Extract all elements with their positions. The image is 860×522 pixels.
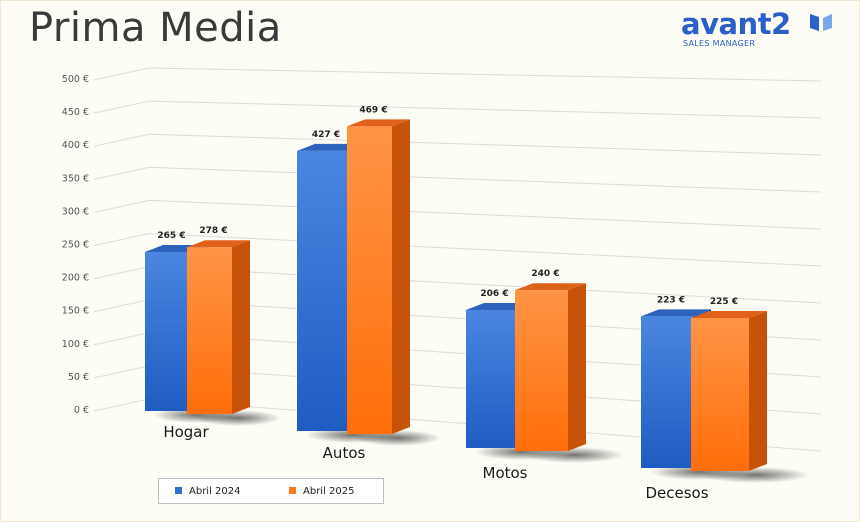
brand-logo: avant2 SALES MANAGER	[677, 7, 837, 53]
bar-series-1-2-value-label: 206 €	[480, 289, 508, 299]
gridline	[148, 133, 822, 156]
x-category-label: Motos	[483, 464, 528, 482]
logo-tagline: SALES MANAGER	[683, 39, 756, 48]
gridline	[148, 100, 822, 119]
legend-swatch-series-1	[175, 487, 182, 494]
legend-label-series-2: Abril 2025	[303, 486, 355, 497]
gridline-left	[93, 67, 150, 81]
gridline	[148, 166, 822, 193]
legend-label-series-1: Abril 2024	[189, 486, 241, 497]
y-tick-label: 250 €	[62, 240, 89, 251]
gridline-left	[93, 266, 150, 280]
bar-series-2-1-top	[347, 119, 410, 127]
bar-series-2-0	[187, 247, 232, 414]
y-tick-label: 150 €	[62, 306, 89, 317]
bar-series-2-3-value-label: 225 €	[710, 297, 738, 307]
gridline	[148, 199, 822, 230]
legend-item-series-2: Abril 2025	[289, 486, 354, 497]
bar-series-2-1-value-label: 469 €	[359, 105, 387, 115]
logo-mark-icon	[810, 14, 832, 31]
gridline	[148, 67, 822, 82]
bar-series-2-1	[347, 126, 392, 434]
x-category-label: Autos	[323, 444, 366, 462]
bar-series-2-0-value-label: 278 €	[199, 226, 227, 236]
y-tick-label: 100 €	[62, 339, 89, 350]
y-tick-label: 400 €	[62, 140, 89, 151]
gridline	[148, 266, 822, 304]
bar-series-1-3	[641, 316, 693, 468]
bar-series-1-0	[145, 252, 190, 411]
gridline-left	[93, 166, 150, 180]
legend-item-series-1: Abril 2024	[175, 486, 240, 497]
chart-legend: Abril 2024 Abril 2025	[158, 478, 384, 504]
bar-series-2-2-top	[515, 283, 586, 291]
bar-series-2-1-side	[392, 119, 410, 434]
y-tick-label: 200 €	[62, 273, 89, 284]
y-tick-label: 0 €	[74, 405, 89, 416]
y-tick-label: 450 €	[62, 107, 89, 118]
y-tick-label: 500 €	[62, 74, 89, 85]
bar-series-2-2-side	[568, 283, 586, 451]
legend-swatch-series-2	[289, 487, 296, 494]
gridline-left	[93, 332, 150, 346]
bar-series-1-1-value-label: 427 €	[312, 130, 340, 140]
bar-series-2-2	[515, 290, 568, 451]
gridline	[148, 233, 822, 267]
bar-series-2-2-value-label: 240 €	[531, 269, 559, 279]
bar-series-1-3-value-label: 223 €	[657, 295, 685, 305]
bar-series-2-3	[691, 318, 749, 471]
y-tick-label: 50 €	[68, 372, 89, 383]
gridline-left	[93, 100, 150, 114]
logo-wordmark: avant2	[681, 7, 791, 41]
page-title: Prima Media	[29, 5, 282, 51]
bar-series-1-1	[297, 150, 347, 431]
bar-series-2-0-side	[232, 240, 250, 414]
bar-series-1-3-top	[641, 309, 711, 317]
bar-series-1-0-value-label: 265 €	[157, 231, 185, 241]
y-tick-label: 300 €	[62, 206, 89, 217]
gridline-left	[93, 365, 150, 379]
gridline-left	[93, 299, 150, 313]
bar-series-1-2	[466, 309, 515, 448]
gridline-left	[93, 199, 150, 213]
bar-series-2-3-top	[691, 311, 767, 318]
x-category-label: Hogar	[163, 423, 209, 441]
gridline-left	[93, 398, 150, 412]
bar-series-2-3-side	[749, 311, 767, 471]
bar-series-2-0-top	[187, 240, 250, 248]
y-tick-label: 350 €	[62, 173, 89, 184]
x-category-label: Decesos	[645, 484, 708, 502]
gridline-left	[93, 133, 150, 147]
gridline-left	[93, 233, 150, 246]
